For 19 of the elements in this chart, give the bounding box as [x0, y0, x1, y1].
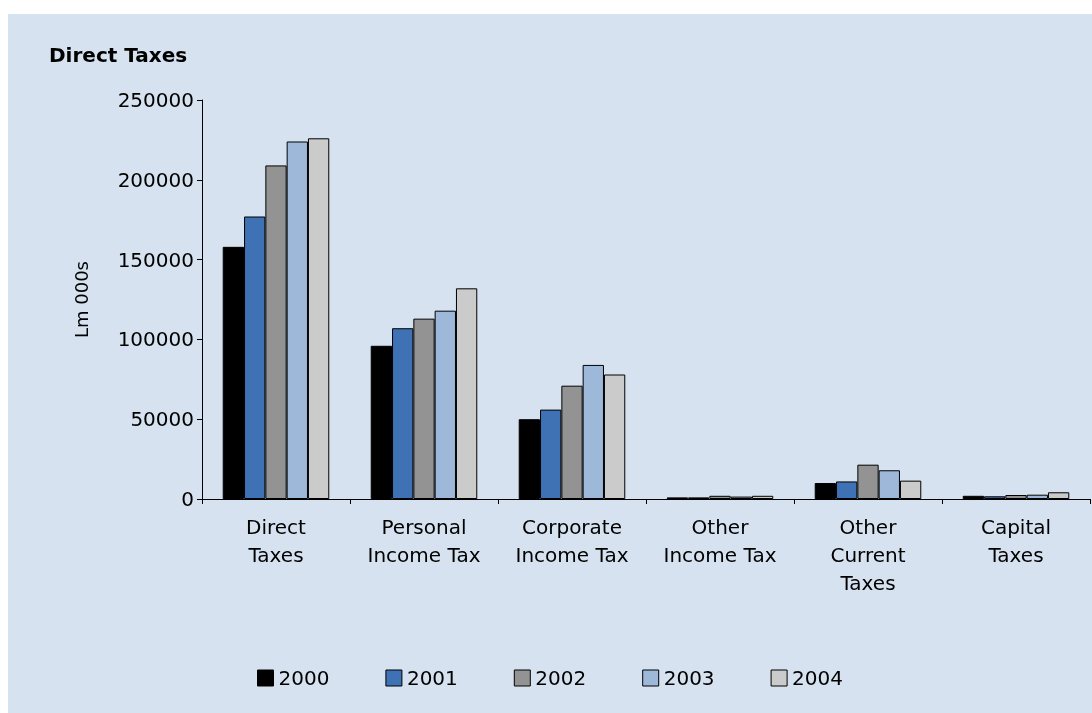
y-tick-label: 250000: [117, 88, 194, 112]
y-tick-label: 50000: [130, 407, 194, 432]
x-tick-label: Corporate Income Tax: [515, 515, 629, 567]
legend-label: 2000: [278, 666, 330, 690]
x-tick-label: Other Current Taxes: [830, 515, 906, 595]
y-tick-label: 100000: [117, 327, 194, 352]
legend-label: 2001: [406, 666, 458, 690]
y-tick-label: 0: [181, 487, 194, 511]
legend-label: 2003: [663, 666, 715, 690]
y-tick-label: 150000: [117, 247, 194, 272]
chart-title: Direct Taxes: [49, 43, 188, 67]
y-axis-title: Lm 000s: [70, 260, 92, 339]
legend-label: 2004: [792, 666, 843, 690]
x-tick-label: Other Income Tax: [663, 515, 777, 567]
legend-label: 2002: [535, 666, 587, 690]
y-tick-label: 200000: [117, 167, 194, 192]
x-tick-label: Capital Taxes: [980, 515, 1052, 567]
x-tick-label: Direct Taxes: [246, 515, 307, 567]
x-tick-label: Personal Income Tax: [367, 515, 481, 567]
